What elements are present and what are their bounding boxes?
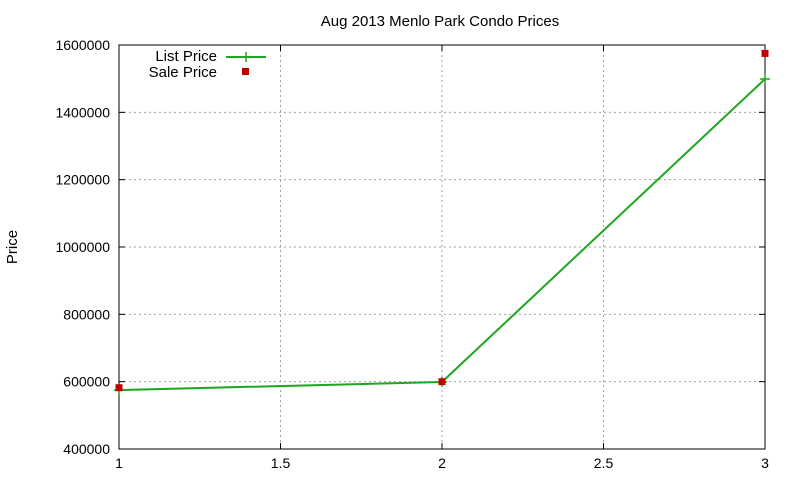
y-tick-label: 600000: [63, 374, 110, 390]
legend-marker-list-price: [241, 52, 251, 62]
y-tick-label: 1400000: [55, 104, 110, 120]
chart-title: Aug 2013 Menlo Park Condo Prices: [321, 13, 559, 30]
series-layer: [114, 49, 770, 396]
y-tick-label: 1600000: [55, 37, 110, 53]
list-price-point: [760, 74, 770, 85]
legend-label-list-price: List Price: [155, 48, 217, 65]
legend-label-sale-price: Sale Price: [149, 64, 217, 81]
axis-ticks: [118, 44, 766, 450]
y-tick-label: 1000000: [55, 239, 110, 255]
x-tick-label: 2.5: [594, 455, 614, 471]
sale-price-point: [438, 378, 446, 386]
x-tick-label: 1.5: [271, 455, 291, 471]
legend-marker-sale-price: [242, 68, 249, 75]
sale-price-point: [115, 384, 123, 392]
legend: List Price Sale Price: [149, 48, 266, 81]
x-tick-label: 1: [115, 455, 123, 471]
x-tick-label: 3: [761, 455, 769, 471]
y-axis-title: Price: [4, 230, 21, 264]
y-tick-label: 800000: [63, 306, 110, 322]
y-tick-label: 400000: [63, 441, 110, 457]
y-tick-label: 1200000: [55, 172, 110, 188]
sale-price-point: [761, 49, 769, 57]
x-tick-label: 2: [438, 455, 446, 471]
